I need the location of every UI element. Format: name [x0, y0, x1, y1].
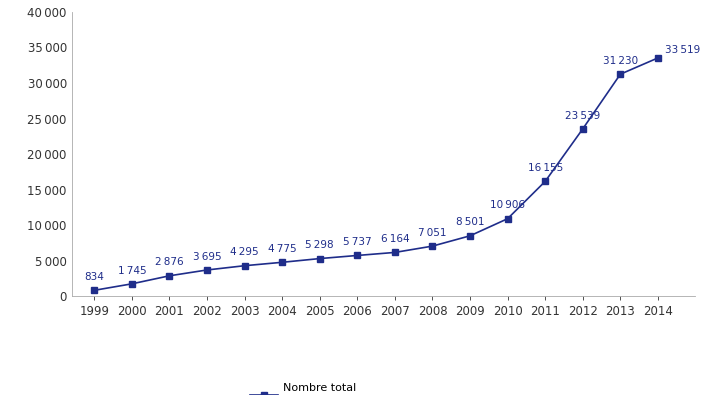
Text: 4 775: 4 775: [268, 244, 296, 254]
Text: 5 737: 5 737: [343, 237, 371, 247]
Nombre total
d'unités de sang placentaire: [277, 260, 286, 265]
Text: 1 745: 1 745: [118, 265, 146, 275]
Nombre total
d'unités de sang placentaire: [90, 288, 98, 293]
Nombre total
d'unités de sang placentaire: [203, 267, 212, 272]
Text: 3 695: 3 695: [193, 252, 222, 261]
Nombre total
d'unités de sang placentaire: [466, 233, 475, 238]
Nombre total
d'unités de sang placentaire: [541, 179, 549, 184]
Text: 7 051: 7 051: [418, 228, 447, 238]
Text: 834: 834: [85, 272, 104, 282]
Text: 5 298: 5 298: [305, 240, 334, 250]
Text: 4 295: 4 295: [230, 247, 259, 258]
Text: 33 519: 33 519: [665, 45, 700, 55]
Text: 8 501: 8 501: [456, 218, 484, 228]
Nombre total
d'unités de sang placentaire: [579, 126, 587, 131]
Nombre total
d'unités de sang placentaire: [503, 216, 512, 221]
Nombre total
d'unités de sang placentaire: [353, 253, 361, 258]
Nombre total
d'unités de sang placentaire: [391, 250, 399, 255]
Nombre total
d'unités de sang placentaire: [128, 282, 136, 286]
Line: Nombre total
d'unités de sang placentaire: Nombre total d'unités de sang placentair…: [91, 55, 661, 294]
Text: 10 906: 10 906: [490, 200, 525, 211]
Legend: Nombre total
d'unités de sang placentaire: Nombre total d'unités de sang placentair…: [246, 379, 447, 395]
Text: 23 539: 23 539: [565, 111, 600, 120]
Text: 16 155: 16 155: [528, 163, 563, 173]
Text: 6 164: 6 164: [381, 234, 409, 244]
Text: 31 230: 31 230: [603, 56, 638, 66]
Nombre total
d'unités de sang placentaire: [315, 256, 324, 261]
Text: 2 876: 2 876: [155, 258, 184, 267]
Nombre total
d'unités de sang placentaire: [240, 263, 249, 268]
Nombre total
d'unités de sang placentaire: [616, 72, 625, 77]
Nombre total
d'unités de sang placentaire: [654, 56, 663, 60]
Nombre total
d'unités de sang placentaire: [428, 244, 437, 248]
Nombre total
d'unités de sang placentaire: [165, 273, 174, 278]
